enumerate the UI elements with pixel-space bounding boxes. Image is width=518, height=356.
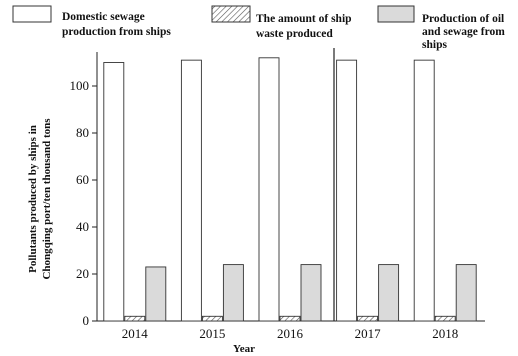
y-tick-label-0: 0 xyxy=(83,313,90,328)
legend-item-oil-sewage: Production of oil and sewage from ships xyxy=(377,5,508,51)
bar-2016-series-1 xyxy=(258,57,280,322)
bar-2017-series-3 xyxy=(378,264,400,322)
x-tick-label-2017: 2017 xyxy=(355,326,382,341)
x-axis-title: Year xyxy=(233,343,255,355)
y-tick-label-1: 20 xyxy=(76,266,89,281)
x-tick-label-2015: 2015 xyxy=(199,326,225,341)
legend-swatch-ship-waste xyxy=(211,5,251,23)
x-tick-label-2014: 2014 xyxy=(122,326,149,341)
legend-label-oil-sewage: Production of oil and sewage from ships xyxy=(422,13,508,51)
bar-2017-series-2 xyxy=(357,315,379,322)
y-tick-label-5: 100 xyxy=(70,78,90,93)
y-tick-label-2: 40 xyxy=(76,219,89,234)
y-tick-label-3: 60 xyxy=(76,172,89,187)
bar-2014-series-3 xyxy=(145,266,167,322)
legend-swatch-domestic-sewage xyxy=(12,5,52,23)
legend-item-domestic-sewage: Domestic sewage production from ships xyxy=(12,5,171,38)
x-tick-label-2016: 2016 xyxy=(277,326,304,341)
legend-swatch-oil-sewage xyxy=(377,5,415,23)
bars xyxy=(103,57,477,322)
legend-label-domestic-sewage: Domestic sewage production from ships xyxy=(62,11,171,38)
y-axis-title-line-2: Chongqing port/ten thousand tons xyxy=(41,118,53,280)
bar-2016-series-2 xyxy=(279,315,301,322)
y-tick-label-4: 80 xyxy=(76,125,89,140)
bar-2017-series-1 xyxy=(336,59,358,322)
legend: Domestic sewage production from ships Th… xyxy=(12,5,508,51)
x-axis-ticks: 2014 2015 2016 2017 2018 xyxy=(122,326,458,341)
bar-2015-series-1 xyxy=(180,59,202,322)
bar-2018-series-2 xyxy=(434,315,456,322)
bar-2015-series-2 xyxy=(201,315,223,322)
bar-2014-series-2 xyxy=(124,315,146,322)
x-tick-label-2018: 2018 xyxy=(432,326,458,341)
legend-label-ship-waste: The amount of ship waste produced xyxy=(256,13,354,40)
y-axis-title: Pollutants produced by ships in Chongqin… xyxy=(27,118,53,280)
bar-2015-series-3 xyxy=(222,264,244,322)
bar-2018-series-1 xyxy=(413,59,435,322)
bar-2018-series-3 xyxy=(455,264,477,322)
y-axis-title-line-1: Pollutants produced by ships in xyxy=(27,125,39,273)
bar-2014-series-1 xyxy=(103,62,125,322)
legend-item-ship-waste: The amount of ship waste produced xyxy=(211,5,354,40)
y-axis-ticks: 0 20 40 60 80 100 xyxy=(70,78,97,328)
bar-2016-series-3 xyxy=(300,264,322,322)
